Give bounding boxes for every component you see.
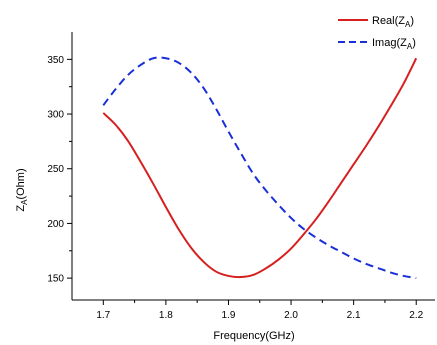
legend: Real(ZA) Imag(ZA) [338, 15, 416, 51]
x-tick-label: 1.8 [159, 310, 173, 321]
x-tick-label: 2.2 [409, 310, 423, 321]
x-ticks: 1.7 1.8 1.9 2.0 2.1 2.2 [96, 300, 424, 321]
y-tick-label: 350 [47, 55, 64, 66]
x-tick-label: 1.7 [96, 310, 110, 321]
y-axis-label-sub: A [20, 199, 29, 205]
x-axis-label: Frequency(GHz) [213, 330, 294, 342]
y-tick-label: 200 [47, 219, 64, 230]
plot-area: 1.7 1.8 1.9 2.0 2.1 2.2 150 200 250 300 350 [47, 32, 435, 321]
y-axis-label-main: Z [15, 205, 27, 212]
x-tick-label: 1.9 [222, 310, 236, 321]
y-axis-label: ZA(Ohm) [15, 168, 29, 211]
y-tick-label: 300 [47, 110, 64, 121]
x-tick-label: 2.1 [347, 310, 361, 321]
y-tick-label: 150 [47, 274, 64, 285]
y-ticks: 150 200 250 300 350 [47, 55, 72, 285]
series-line-real [102, 57, 418, 279]
legend-label-imag: Imag(ZA) [372, 37, 416, 51]
series-line-imag [102, 56, 417, 280]
y-axis-label-tail: (Ohm) [15, 168, 27, 199]
legend-label-real: Real(ZA) [372, 15, 414, 29]
series-layer [102, 56, 418, 280]
x-tick-label: 2.0 [284, 310, 298, 321]
y-tick-label: 250 [47, 164, 64, 175]
